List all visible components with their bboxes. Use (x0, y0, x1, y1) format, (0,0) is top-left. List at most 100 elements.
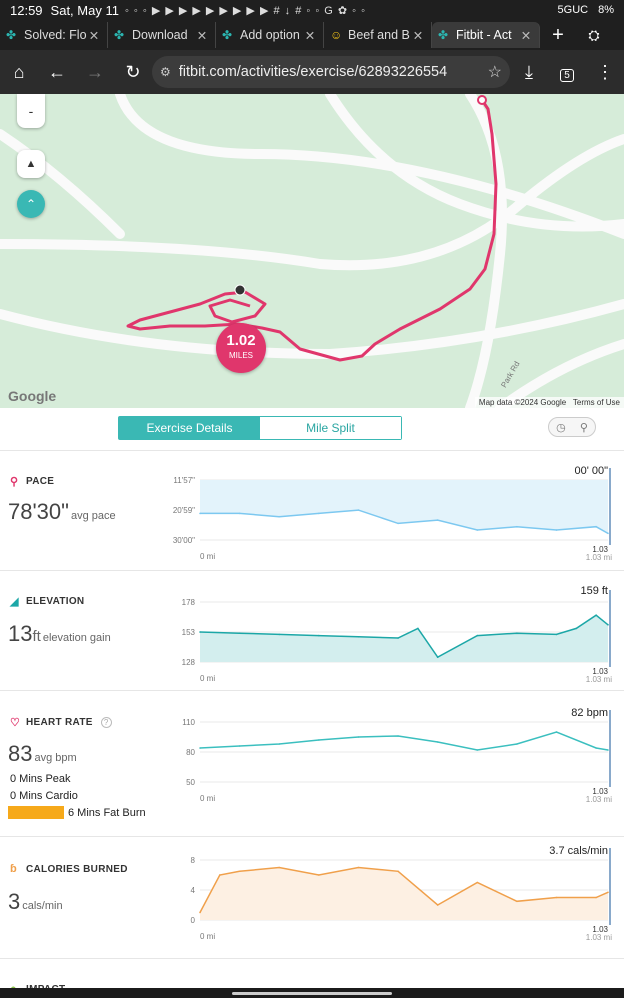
back-icon[interactable]: ← (48, 61, 66, 82)
home-icon[interactable]: ⌂ (13, 61, 25, 82)
heart-rate-unit: avg bpm (34, 752, 77, 764)
route-position-marker (234, 284, 246, 296)
close-icon[interactable]: ✕ (196, 28, 208, 43)
data-point (357, 509, 360, 511)
x-end-unit-label: 1.03 mi (586, 675, 612, 684)
data-point (575, 627, 578, 630)
close-icon[interactable]: ✕ (520, 28, 532, 43)
tab-0[interactable]: ✤ Solved: Flo ✕ (0, 22, 108, 48)
series-area (200, 615, 608, 662)
data-point (219, 874, 221, 876)
series-area (200, 480, 608, 534)
heart-rate-section: ♡ HEART RATE? 83 avg bpm 0 Mins Peak 0 Min… (0, 690, 624, 836)
tab-title: Download (132, 28, 188, 42)
pace-title: ⚲ PACE (10, 475, 54, 488)
data-point (357, 736, 360, 738)
gesture-bar (0, 988, 624, 998)
incognito-icon[interactable]: ⛭ (588, 26, 600, 43)
close-icon[interactable]: ✕ (412, 28, 424, 43)
data-point (238, 870, 241, 873)
series-line (199, 731, 609, 751)
zoom-out-button[interactable]: - (17, 94, 45, 128)
chart-view-switch[interactable]: ◷ ⚲ (548, 417, 596, 437)
zone-cardio: 0 Mins Cardio (10, 790, 78, 802)
forward-icon[interactable]: → (86, 61, 104, 82)
tab-4[interactable]: ✤ Fitbit - Act ✕ (432, 22, 540, 48)
star-icon[interactable]: ☆ (487, 64, 502, 81)
calories-title-text: CALORIES BURNED (26, 863, 128, 875)
heart-rate-title-text: HEART RATE (26, 717, 93, 728)
calories-title: ɓ CALORIES BURNED (10, 863, 128, 875)
y-tick-label: 8 (191, 856, 196, 865)
download-icon[interactable]: ⤓ (525, 61, 533, 82)
tab-2[interactable]: ✤ Add option ✕ (216, 22, 324, 48)
data-point (238, 745, 241, 747)
y-tick-label: 80 (186, 748, 195, 757)
site-settings-icon[interactable]: ⚙ (160, 65, 171, 79)
pace-value: 78'30" avg pace (8, 499, 116, 525)
data-point (516, 525, 518, 528)
new-tab-icon[interactable]: + (552, 23, 564, 46)
data-point (278, 633, 281, 636)
data-point (199, 747, 201, 749)
distance-marker: 1.02 MILES (216, 323, 266, 373)
menu-icon[interactable]: ⋮ (596, 61, 614, 82)
view-toggle: Exercise Details Mile Split (118, 416, 402, 440)
tab-switcher-button[interactable]: 5 (548, 62, 586, 83)
notification-icons: ◦ ◦ ◦ ▶ ▶ ▶ ▶ ▶ ▶ ▶ ▶ ▶ # ↓ # ◦ ◦ G ✿ ◦ … (124, 4, 367, 17)
data-point (476, 529, 479, 531)
series-line (199, 614, 609, 659)
calories-current: 3.7 cals/min (549, 845, 608, 857)
reload-icon[interactable]: ↻ (125, 61, 141, 82)
data-point (397, 637, 399, 639)
location-icon[interactable]: ⚲ (579, 421, 588, 434)
pace-chart: 11'57" 20'59" 30'00" 0 mi 1.031.03 mi (173, 468, 612, 562)
elevation-current: 159 ft (580, 585, 608, 597)
data-point (516, 632, 518, 634)
data-point (278, 743, 281, 745)
data-point (607, 891, 609, 894)
y-tick-label: 153 (182, 628, 196, 637)
status-network: 5GUC (557, 4, 589, 16)
exercise-details-tab[interactable]: Exercise Details (119, 417, 260, 439)
recenter-icon[interactable]: ⌃ (17, 190, 45, 218)
data-point (555, 633, 558, 636)
close-icon[interactable]: ✕ (304, 28, 316, 43)
tab-1[interactable]: ✤ Download ✕ (108, 22, 216, 48)
data-point (607, 749, 609, 751)
home-pill[interactable] (232, 992, 392, 995)
data-point (595, 896, 597, 899)
close-icon[interactable]: ✕ (88, 28, 100, 43)
pace-value-text: 78'30" (8, 499, 69, 524)
toolbar: ⌂ ← → ↻ ⚙ fitbit.com/activities/exercise… (0, 50, 624, 94)
elevation-value-unit: ft (32, 628, 41, 645)
data-point (555, 896, 558, 899)
help-icon[interactable]: ? (100, 717, 112, 728)
data-point (595, 525, 597, 528)
heart-rate-chart: 110 80 50 0 mi 1.031.03 mi (182, 710, 612, 804)
data-point (516, 900, 518, 903)
elevation-title-text: ELEVATION (26, 596, 85, 607)
tab-title: Beef and B (348, 28, 410, 42)
terrain-icon[interactable]: ▲ (17, 150, 45, 178)
terms-link[interactable]: Terms of Use (572, 398, 620, 407)
fat-burn-bar (8, 806, 64, 819)
y-tick-label: 110 (182, 718, 195, 727)
calories-section: ɓ CALORIES BURNED 3 cals/min 3.7 cals/min (0, 836, 624, 956)
tab-3[interactable]: ☺ Beef and B ✕ (324, 22, 432, 48)
smiley-favicon-icon: ☺ (330, 28, 343, 42)
y-tick-label: 11'57" (173, 476, 195, 485)
data-point (436, 656, 439, 658)
data-point (318, 739, 320, 741)
mile-split-tab[interactable]: Mile Split (260, 417, 401, 439)
heart-icon: ♡ (10, 717, 21, 729)
y-tick-label: 128 (182, 658, 196, 667)
pace-current: 00' 00" (574, 465, 608, 477)
route-map[interactable]: - ▲ ⌃ 1.02 MILES Park Rd (0, 94, 624, 408)
calories-value-text: 3 (8, 889, 21, 914)
address-bar[interactable]: ⚙ fitbit.com/activities/exercise/6289322… (152, 56, 510, 88)
clock-icon[interactable]: ◷ (556, 421, 566, 434)
elevation-unit: elevation gain (42, 632, 111, 644)
data-point (238, 512, 241, 515)
zone-peak: 0 Mins Peak (10, 773, 71, 785)
